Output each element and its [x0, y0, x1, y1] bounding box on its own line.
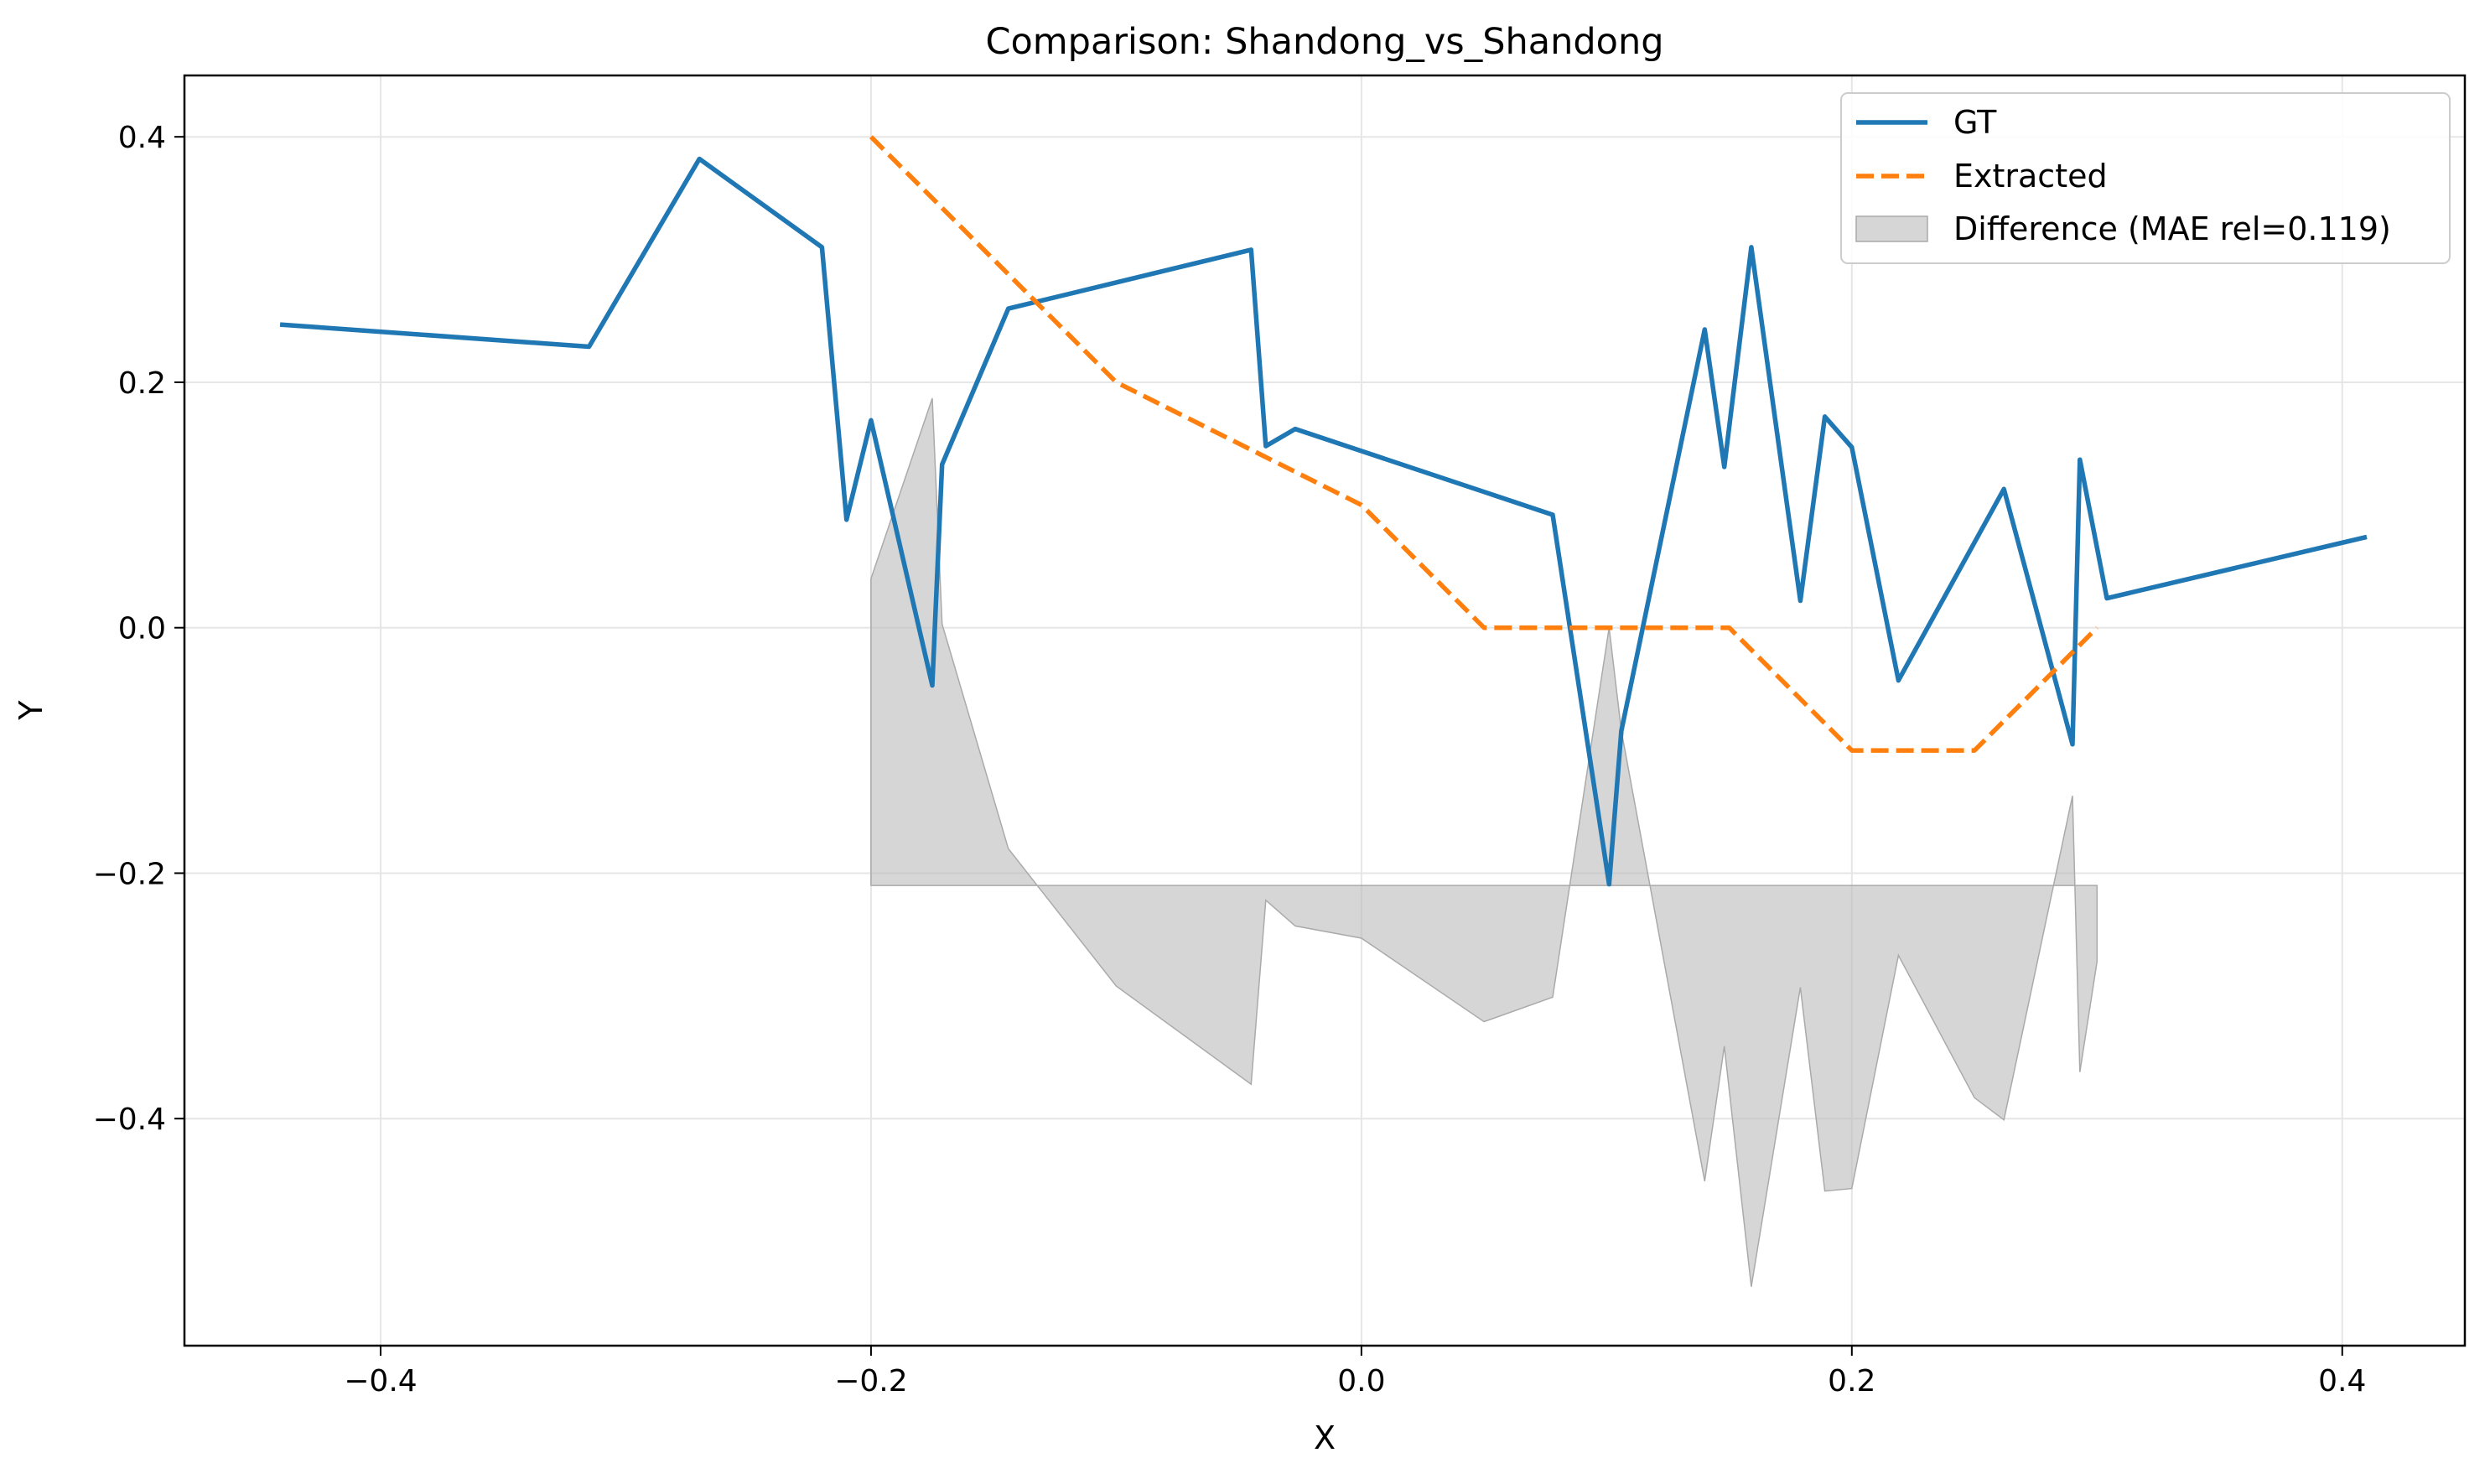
x-tick-label: 0.2	[1828, 1364, 1875, 1398]
axis-ticks: −0.4 −0.2 0.0 0.2 0.4 −0.4 −0.2 0.0 0.2 0.4	[93, 121, 2367, 1398]
legend-label-extracted: Extracted	[1953, 158, 2108, 195]
chart-title: Comparison: Shandong_vs_Shandong	[985, 21, 1663, 63]
series-layer	[279, 135, 2368, 887]
y-tick-label: −0.4	[93, 1103, 166, 1137]
y-tick-label: −0.2	[93, 857, 166, 891]
x-tick-label: 0.0	[1337, 1364, 1385, 1398]
plot-frame	[183, 74, 2467, 1347]
y-axis-label: Y	[13, 700, 49, 721]
legend-frame	[1840, 92, 2451, 264]
x-tick-label: −0.4	[344, 1364, 417, 1398]
y-tick-label: 0.4	[118, 121, 166, 155]
series-line-gt	[279, 156, 2368, 887]
y-tick-label: 0.0	[118, 612, 166, 646]
x-tick-label: 0.4	[2318, 1364, 2366, 1398]
y-tick-label: 0.2	[118, 366, 166, 401]
x-axis-label: X	[1314, 1419, 1336, 1456]
legend-label-gt: GT	[1953, 104, 1997, 141]
series-line-extracted	[869, 135, 2099, 753]
difference-area	[870, 397, 2098, 1287]
x-tick-label: −0.2	[834, 1364, 907, 1398]
legend-label-difference: Difference (MAE rel=0.119)	[1953, 210, 2391, 247]
legend-swatch-difference	[1855, 215, 1928, 242]
legend: GT Extracted Difference (MAE rel=0.119)	[1840, 92, 2451, 264]
difference-area-layer	[870, 397, 2098, 1287]
